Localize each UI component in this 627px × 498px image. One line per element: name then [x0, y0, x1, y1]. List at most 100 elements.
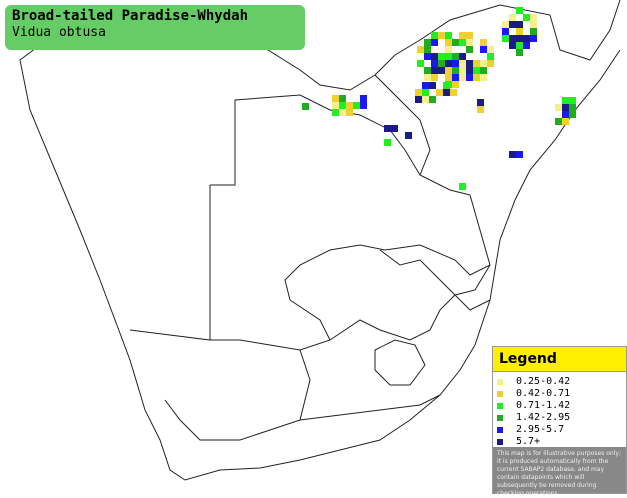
atlas-cell — [360, 95, 367, 102]
legend-label: 0.42-0.71 — [516, 388, 571, 399]
legend-swatch — [497, 415, 503, 421]
atlas-cell — [459, 183, 466, 190]
legend-items: 0.25-0.42 0.42-0.71 0.71-1.42 1.42-2.95 2.95… — [493, 372, 626, 448]
atlas-cell — [417, 46, 424, 53]
atlas-cell — [431, 32, 438, 39]
atlas-cell — [477, 106, 484, 113]
legend-item: 2.95-5.7 — [495, 424, 626, 436]
atlas-cell — [339, 109, 346, 116]
atlas-cell — [502, 21, 509, 28]
atlas-cell — [424, 39, 431, 46]
legend-swatch — [497, 379, 503, 385]
atlas-cell — [523, 14, 530, 21]
atlas-cell — [509, 21, 516, 28]
legend-swatch — [497, 439, 503, 445]
country-outlines — [19, 0, 621, 481]
atlas-cell — [502, 28, 509, 35]
atlas-cell — [438, 67, 445, 74]
atlas-cell — [415, 89, 422, 96]
atlas-cell — [384, 139, 391, 146]
atlas-cell — [452, 60, 459, 67]
atlas-cell — [445, 67, 452, 74]
atlas-cell — [509, 35, 516, 42]
atlas-cell — [443, 89, 450, 96]
atlas-cell — [555, 104, 562, 111]
legend-item: 1.42-2.95 — [495, 412, 626, 424]
atlas-cell — [445, 46, 452, 53]
atlas-cell — [445, 32, 452, 39]
atlas-cell — [422, 96, 429, 103]
atlas-cell — [523, 35, 530, 42]
atlas-cell — [391, 125, 398, 132]
atlas-cell — [516, 28, 523, 35]
legend-title: Legend — [493, 347, 626, 372]
legend: Legend 0.25-0.42 0.42-0.71 0.71-1.42 1.42-2… — [492, 346, 627, 497]
atlas-cell — [452, 81, 459, 88]
atlas-cell — [424, 74, 431, 81]
atlas-cell — [516, 21, 523, 28]
legend-label: 0.71-1.42 — [516, 400, 571, 411]
atlas-cell — [516, 49, 523, 56]
atlas-cell — [480, 39, 487, 46]
atlas-cell — [530, 21, 537, 28]
atlas-cell — [429, 96, 436, 103]
atlas-cell — [443, 82, 450, 89]
atlas-cell — [530, 35, 537, 42]
atlas-cell — [530, 28, 537, 35]
atlas-cell — [569, 97, 576, 104]
atlas-cell — [445, 60, 452, 67]
atlas-cell — [477, 99, 484, 106]
atlas-cell — [415, 96, 422, 103]
atlas-cell — [473, 67, 480, 74]
disclaimer: This map is for illustrative purposes on… — [493, 447, 626, 497]
legend-swatch — [497, 391, 503, 397]
atlas-cell — [424, 53, 431, 60]
atlas-cell — [516, 42, 523, 49]
atlas-cell — [346, 102, 353, 109]
atlas-cell — [466, 46, 473, 53]
atlas-cell — [502, 35, 509, 42]
legend-item: 0.25-0.42 — [495, 376, 626, 388]
atlas-cell — [302, 103, 309, 110]
atlas-cell — [384, 125, 391, 132]
atlas-cell — [452, 53, 459, 60]
atlas-cell — [332, 109, 339, 116]
atlas-cell — [431, 74, 438, 81]
atlas-cell — [480, 60, 487, 67]
atlas-cell — [436, 89, 443, 96]
atlas-cell — [332, 102, 339, 109]
atlas-cells — [302, 7, 576, 190]
atlas-cell — [459, 39, 466, 46]
legend-swatch — [497, 403, 503, 409]
atlas-cell — [516, 151, 523, 158]
atlas-cell — [422, 82, 429, 89]
atlas-cell — [360, 102, 367, 109]
atlas-cell — [473, 74, 480, 81]
atlas-cell — [466, 67, 473, 74]
title-box: Broad-tailed Paradise-Whydah Vidua obtus… — [5, 5, 305, 50]
atlas-cell — [487, 53, 494, 60]
subtitle: Vidua obtusa — [12, 25, 106, 40]
legend-label: 2.95-5.7 — [516, 424, 565, 435]
atlas-cell — [480, 67, 487, 74]
atlas-cell — [438, 60, 445, 67]
atlas-cell — [438, 53, 445, 60]
atlas-cell — [431, 67, 438, 74]
atlas-cell — [480, 46, 487, 53]
atlas-cell — [450, 89, 457, 96]
atlas-cell — [487, 46, 494, 53]
legend-label: 1.42-2.95 — [516, 412, 571, 423]
atlas-cell — [417, 60, 424, 67]
atlas-cell — [516, 7, 523, 14]
title: Broad-tailed Paradise-Whydah — [12, 8, 249, 24]
atlas-cell — [466, 32, 473, 39]
atlas-cell — [452, 74, 459, 81]
legend-swatch — [497, 427, 503, 433]
atlas-cell — [569, 104, 576, 111]
atlas-cell — [555, 118, 562, 125]
atlas-cell — [429, 82, 436, 89]
atlas-cell — [431, 53, 438, 60]
atlas-cell — [562, 104, 569, 111]
